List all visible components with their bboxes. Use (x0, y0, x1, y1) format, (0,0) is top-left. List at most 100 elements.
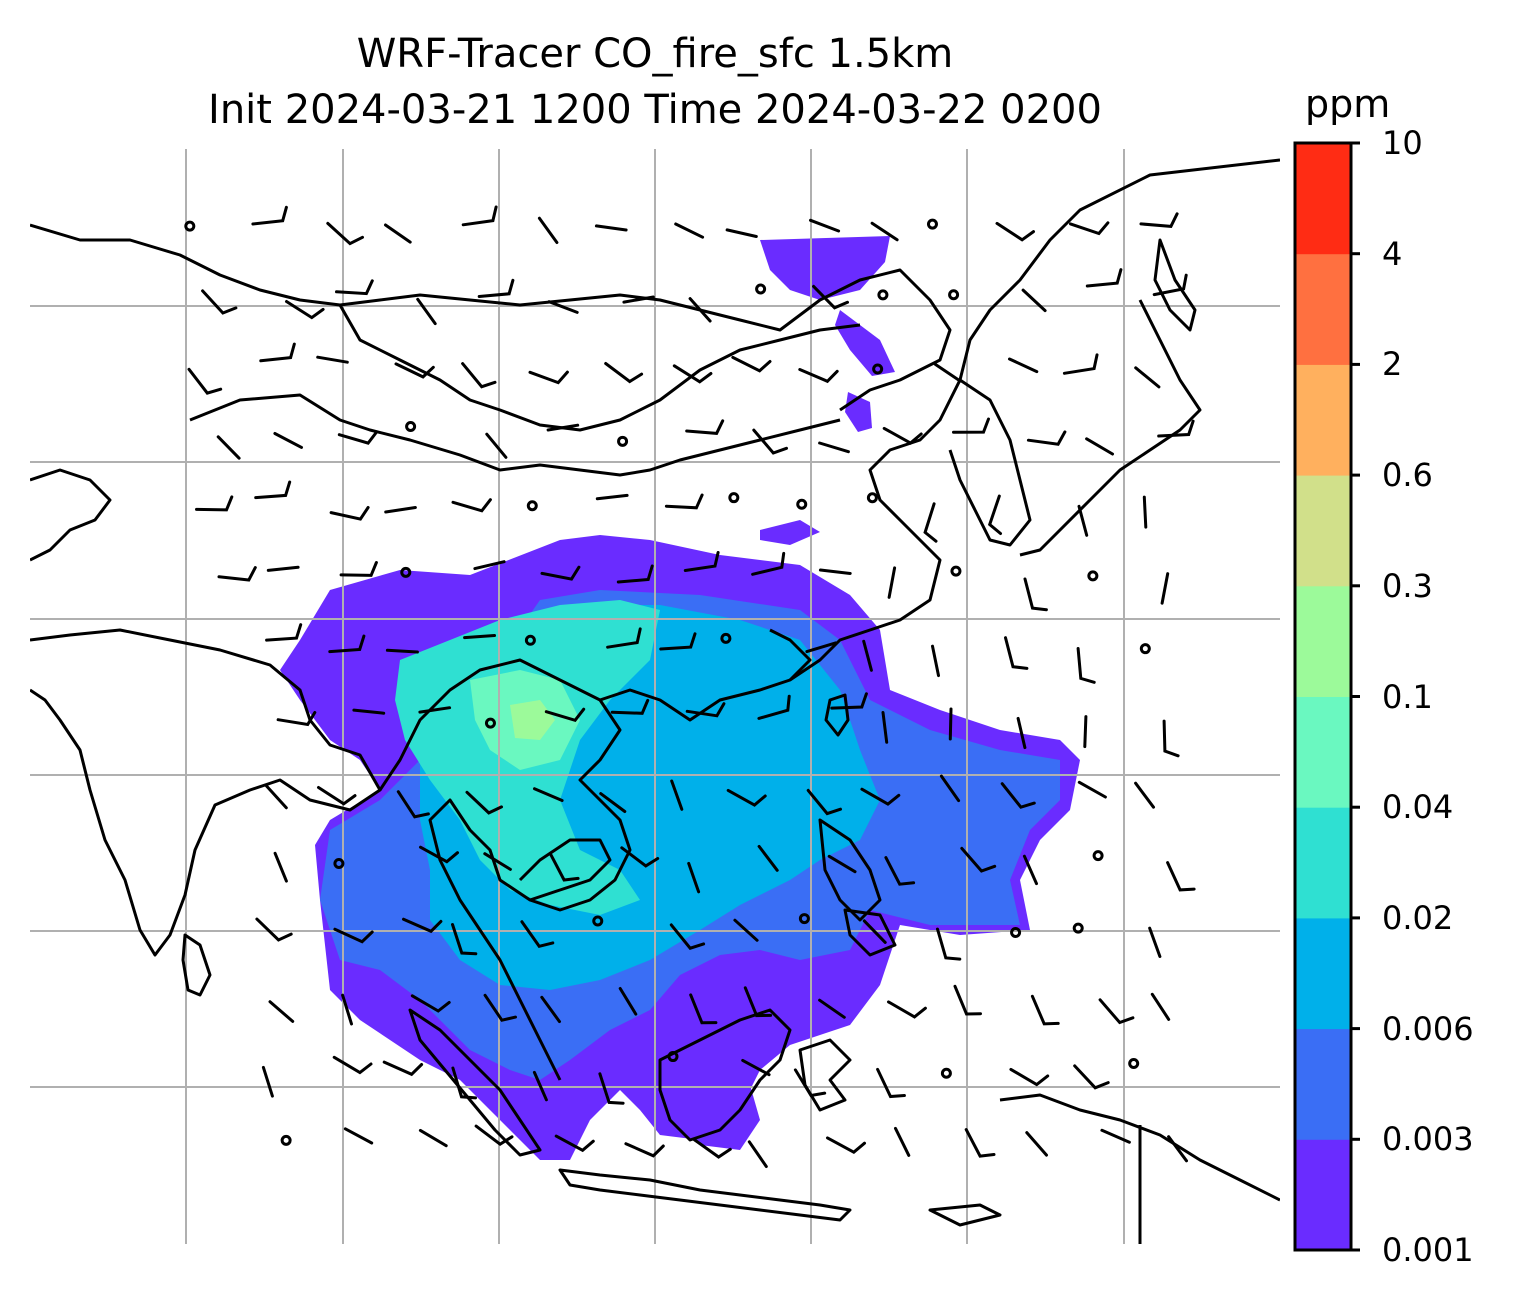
wind-barb (1022, 854, 1038, 886)
wind-barb (1004, 636, 1029, 670)
colorbar (1293, 141, 1360, 1252)
colorbar-tick-label: 0.3 (1382, 566, 1433, 605)
wind-barb (329, 506, 370, 521)
wind-barb (806, 788, 842, 816)
chart-title: WRF-Tracer CO_fire_sfc 1.5km (356, 31, 954, 77)
wind-barb (477, 278, 515, 298)
wind-barb (793, 1068, 827, 1098)
colorbar-tick-label: 0.02 (1382, 898, 1454, 937)
calm-wind-circle (872, 363, 884, 375)
wind-barb (923, 502, 938, 543)
calm-wind-circle (400, 566, 412, 578)
wind-barb (818, 998, 846, 1019)
wind-barb (670, 779, 684, 811)
calm-wind-circle (1010, 926, 1022, 938)
wind-barb (960, 846, 997, 873)
colorbar-tick-label: 0.006 (1382, 1009, 1474, 1048)
colorbar-tick-label: 0.04 (1382, 788, 1454, 827)
co-plume (280, 236, 1080, 1160)
wind-barb (1134, 366, 1161, 389)
calm-wind-circle (940, 1067, 952, 1079)
wind-barb (1076, 647, 1096, 684)
wind-barb (396, 790, 430, 819)
wind-barb (402, 917, 443, 934)
wind-barb (548, 851, 580, 882)
wind-barb (936, 927, 962, 961)
wind-barb (952, 417, 990, 434)
wind-barb (384, 506, 417, 514)
wind-barb (483, 993, 517, 1022)
wind-barb (394, 362, 435, 379)
wind-barb (830, 692, 868, 710)
wind-barb (598, 1072, 625, 1105)
wind-barb (882, 426, 923, 445)
wind-barb (463, 634, 496, 640)
plume-north-1 (760, 236, 890, 300)
wind-barb (195, 495, 234, 512)
calm-wind-circle (1087, 570, 1099, 582)
gridlines (30, 149, 1280, 1244)
coast-china-east (789, 158, 1280, 682)
wind-barb (987, 494, 1002, 535)
wind-barb (953, 984, 982, 1016)
calm-wind-circle (667, 1051, 679, 1063)
wind-barb (862, 919, 887, 944)
wind-barb (659, 632, 697, 651)
wind-barb (1167, 1135, 1188, 1163)
wind-barb (1085, 268, 1123, 288)
colorbar-tick-label: 4 (1382, 234, 1403, 273)
calm-wind-circle (866, 492, 878, 504)
wind-barb (870, 221, 899, 242)
wind-barb (465, 790, 503, 815)
wind-barb (187, 367, 223, 395)
wind-barb (964, 1128, 996, 1158)
wind-barb (273, 851, 288, 883)
wind-barb (419, 845, 459, 864)
calm-wind-circle (1072, 922, 1084, 934)
wind-barb (599, 792, 627, 813)
wind-barb (757, 844, 779, 872)
wind-barb (532, 1070, 548, 1102)
wind-barb (266, 565, 300, 572)
wind-barb (1009, 1067, 1050, 1087)
border-himalaya (189, 393, 841, 477)
wind-barb (995, 221, 1035, 242)
wind-barb (317, 786, 357, 806)
colorbar-tick-label: 0.001 (1382, 1231, 1474, 1269)
wind-barb (332, 1055, 373, 1075)
wind-barb (1139, 212, 1179, 228)
wind-barb (546, 423, 580, 432)
colorbar-unit: ppm (1305, 82, 1391, 126)
calm-wind-circle (280, 1134, 292, 1146)
wind-barb (410, 994, 451, 1013)
wind-barb (473, 560, 506, 571)
wind-barb (461, 362, 497, 389)
wind-barb (554, 1134, 595, 1153)
coast-philippines (818, 818, 882, 922)
wind-barb (622, 295, 655, 304)
wind-barb (451, 1066, 477, 1100)
wind-barb (341, 993, 353, 1026)
wind-barb (1085, 437, 1114, 456)
calm-wind-circle (333, 858, 345, 870)
calm-wind-circle (405, 420, 417, 432)
wind-barb (594, 224, 628, 232)
wind-barb (261, 1065, 274, 1098)
calm-wind-circle (798, 913, 810, 925)
wind-barb (931, 644, 940, 678)
colorbar-segment (1295, 143, 1351, 255)
calm-wind-markers (184, 218, 1151, 1146)
wind-barb (1134, 781, 1155, 809)
wind-barb (1148, 926, 1162, 958)
colorbar-tick-label: 0.1 (1382, 677, 1433, 716)
wind-barb (1100, 1128, 1131, 1144)
colorbar-tick-label: 0.003 (1382, 1120, 1474, 1159)
colorbar-segment (1295, 475, 1351, 587)
wind-barb (674, 222, 705, 239)
wind-barb (544, 707, 586, 723)
wind-barb (685, 419, 725, 435)
wind-barb (692, 1138, 732, 1159)
wind-barbs (187, 205, 1196, 1168)
colorbar-segment (1295, 807, 1351, 919)
wind-barb (1157, 419, 1195, 438)
